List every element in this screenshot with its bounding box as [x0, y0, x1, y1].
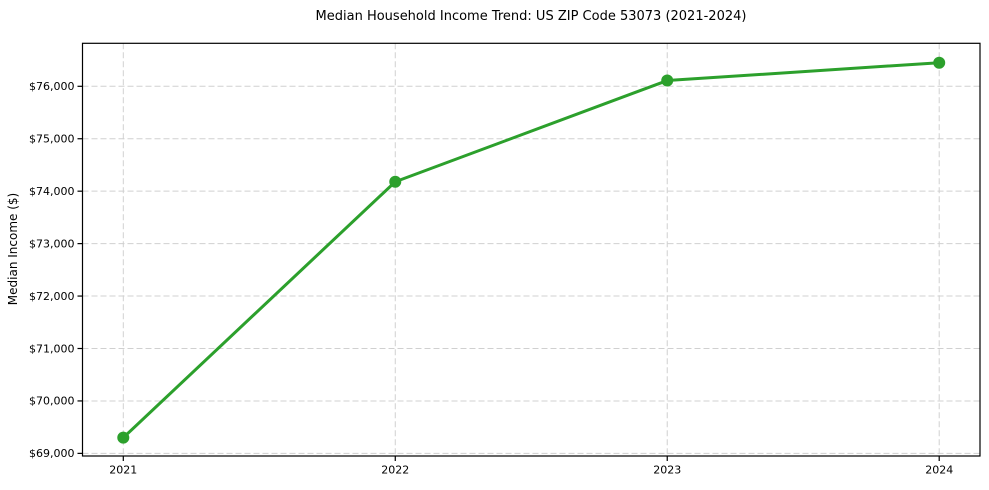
- x-tick-label: 2024: [925, 464, 953, 477]
- y-tick-label: $69,000: [29, 447, 75, 460]
- y-tick-label: $75,000: [29, 133, 75, 146]
- x-tick-label: 2023: [653, 464, 681, 477]
- x-tick-label: 2022: [381, 464, 409, 477]
- data-point: [389, 175, 402, 188]
- income-trend-line: [121, 61, 941, 440]
- y-tick-label: $70,000: [29, 395, 75, 408]
- data-point: [117, 431, 130, 444]
- x-tick-label: 2021: [109, 464, 137, 477]
- y-tick-label: $76,000: [29, 80, 75, 93]
- plot-border: [81, 42, 981, 457]
- y-tick-label: $71,000: [29, 342, 75, 355]
- y-tick-label: $72,000: [29, 290, 75, 303]
- y-tick-label: $74,000: [29, 185, 75, 198]
- chart-title: Median Household Income Trend: US ZIP Co…: [315, 9, 747, 24]
- data-point: [661, 74, 674, 87]
- data-point: [933, 56, 946, 69]
- y-tick-label: $73,000: [29, 237, 75, 250]
